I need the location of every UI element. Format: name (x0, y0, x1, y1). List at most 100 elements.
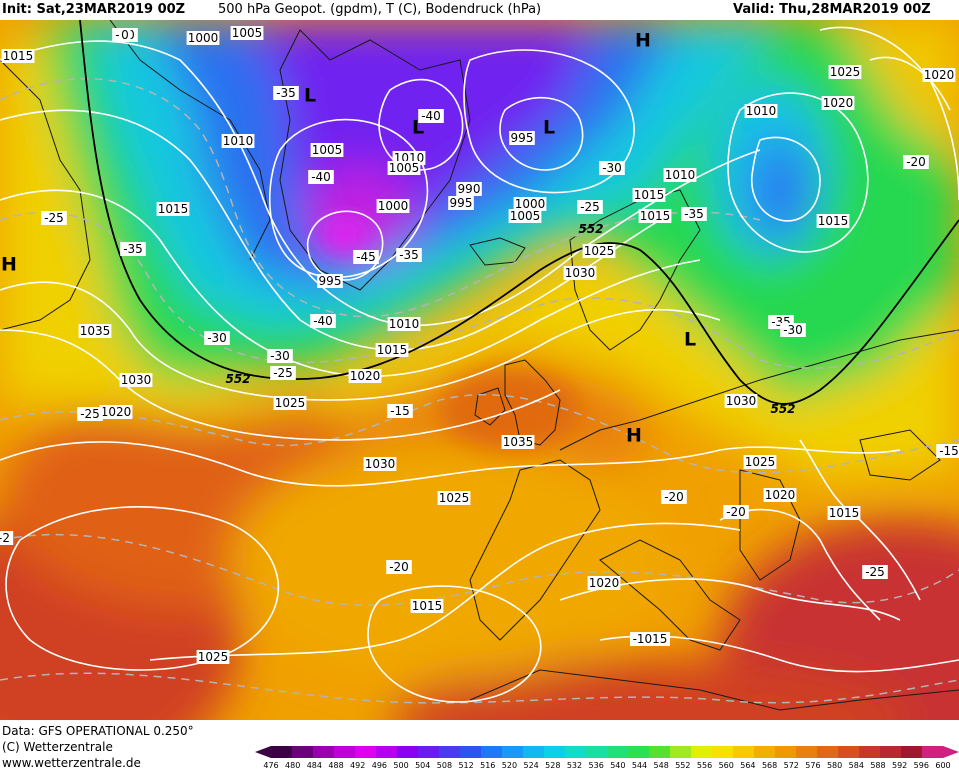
pressure-label: 1000 (186, 31, 220, 45)
svg-text:1010: 1010 (665, 168, 696, 182)
temperature-label: -15 (936, 444, 959, 458)
temperature-label: -20 (723, 505, 749, 519)
svg-text:-15: -15 (390, 404, 410, 418)
colorbar-swatch (523, 746, 545, 758)
pressure-label: 1020 (348, 369, 382, 383)
svg-text:1005: 1005 (510, 209, 541, 223)
pressure-label: 1015 (375, 343, 409, 357)
svg-text:-25: -25 (80, 407, 100, 421)
svg-text:0: 0 (121, 28, 129, 42)
svg-text:1015: 1015 (634, 188, 665, 202)
colorbar-swatch (565, 746, 587, 758)
svg-text:1015: 1015 (158, 202, 189, 216)
pressure-label: 1005 (310, 143, 344, 157)
svg-text:-30: -30 (602, 161, 622, 175)
svg-text:-45: -45 (356, 250, 376, 264)
colorbar-tick-label: 596 (914, 761, 929, 770)
colorbar-tick-label: 504 (415, 761, 430, 770)
pressure-label: 1015 (632, 188, 666, 202)
colorbar-swatch (922, 746, 944, 758)
svg-text:1010: 1010 (389, 317, 420, 331)
low-pressure-center: L (543, 117, 555, 139)
svg-text:1015: 1015 (3, 49, 34, 63)
colorbar-swatch (544, 746, 566, 758)
svg-text:1035: 1035 (503, 435, 534, 449)
temperature-label: -35 (681, 207, 707, 221)
data-source: Data: GFS OPERATIONAL 0.250° (2, 724, 194, 738)
colorbar-tick-label: 556 (697, 761, 712, 770)
svg-text:-15: -15 (939, 444, 959, 458)
svg-text:1015: 1015 (640, 209, 671, 223)
high-pressure-center: H (1, 254, 17, 276)
pressure-label: 1015 (156, 202, 190, 216)
pressure-label: 1025 (437, 491, 471, 505)
svg-text:1020: 1020 (823, 96, 854, 110)
colorbar-tick-label: 568 (762, 761, 777, 770)
colorbar-tick-label: 580 (827, 761, 842, 770)
temperature-label: -15 (387, 404, 413, 418)
pressure-label: 1000 (376, 199, 410, 213)
colorbar-swatch (418, 746, 440, 758)
temperature-label: -25 (77, 407, 103, 421)
svg-text:-2: -2 (0, 531, 10, 545)
colorbar-swatch (712, 746, 734, 758)
temperature-label: -25 (41, 211, 67, 225)
colorbar-tick-label: 500 (393, 761, 408, 770)
pressure-label: 1010 (221, 134, 255, 148)
svg-text:1030: 1030 (565, 266, 596, 280)
low-pressure-center: L (684, 329, 696, 351)
pressure-label: 1025 (743, 455, 777, 469)
svg-text:995: 995 (319, 274, 342, 288)
svg-text:-25: -25 (44, 211, 64, 225)
weather-map: 1005100010051010100510101005100099599599… (0, 20, 959, 720)
svg-text:-25: -25 (580, 200, 600, 214)
colorbar-tick-label: 536 (589, 761, 604, 770)
pressure-label: 1005 (230, 26, 264, 40)
colorbar-tick-label: 524 (523, 761, 538, 770)
copyright: (C) Wetterzentrale (2, 740, 113, 754)
colorbar-tick-label: 480 (285, 761, 300, 770)
svg-text:1005: 1005 (389, 161, 420, 175)
svg-text:1015: 1015 (412, 599, 443, 613)
svg-text:1010: 1010 (223, 134, 254, 148)
svg-text:-40: -40 (311, 170, 331, 184)
colorbar-swatch (271, 746, 293, 758)
svg-text:1020: 1020 (765, 488, 796, 502)
svg-text:1020: 1020 (350, 369, 381, 383)
temperature-label: -25 (862, 565, 888, 579)
svg-text:-20: -20 (726, 505, 746, 519)
colorbar-swatch (838, 746, 860, 758)
svg-text:1000: 1000 (188, 31, 219, 45)
colorbar-swatch (313, 746, 335, 758)
colorbar-tick-label: 528 (545, 761, 560, 770)
pressure-label: 1005 (508, 209, 542, 223)
svg-text:1015: 1015 (818, 214, 849, 228)
temperature-label: -35 (396, 248, 422, 262)
colorbar-swatch (649, 746, 671, 758)
svg-text:-35: -35 (123, 242, 143, 256)
colorbar-swatch (754, 746, 776, 758)
geopotential-552-line (79, 20, 959, 405)
pressure-label: 1020 (99, 405, 133, 419)
colorbar-tick-label: 544 (632, 761, 647, 770)
colorbar-swatch (460, 746, 482, 758)
svg-text:1020: 1020 (924, 68, 955, 82)
svg-text:-25: -25 (273, 366, 293, 380)
pressure-centers: H L L L H L H (1, 30, 696, 447)
svg-text:-30: -30 (783, 323, 803, 337)
colorbar-tick-label: 588 (870, 761, 885, 770)
pressure-label: 1035 (501, 435, 535, 449)
pressure-label: 995 (317, 274, 343, 288)
colorbar-tick-label: 540 (610, 761, 625, 770)
pressure-label: 1015 (1, 49, 35, 63)
svg-text:1025: 1025 (439, 491, 470, 505)
colorbar-tick-label: 516 (480, 761, 495, 770)
temperature-label: -35 (273, 86, 299, 100)
svg-text:-25: -25 (865, 565, 885, 579)
temperature-label: -2 (0, 531, 14, 545)
geopotential-colorbar: 476 480 484 488 492 496 500 504 508 512 516 520 524 5… (255, 746, 959, 770)
colorbar-swatch (334, 746, 356, 758)
colorbar-tick-label: 484 (307, 761, 322, 770)
colorbar-swatch (607, 746, 629, 758)
pressure-label: 1030 (724, 394, 758, 408)
